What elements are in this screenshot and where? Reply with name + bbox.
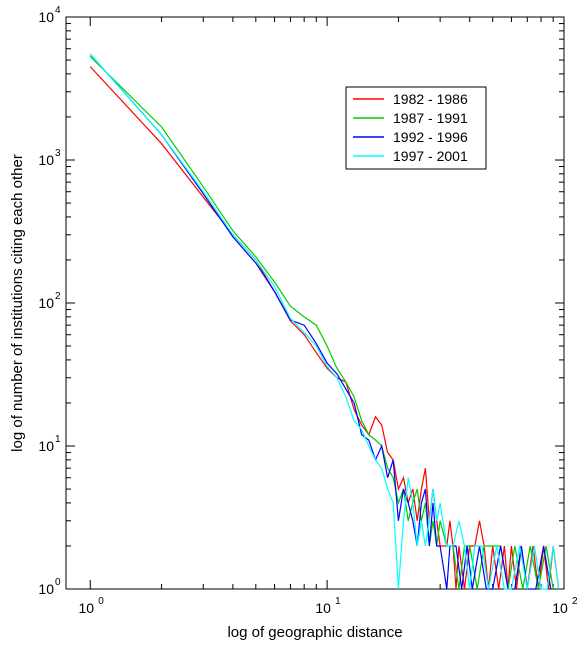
series-layer: [89, 53, 560, 590]
y-tick-label: 10: [38, 152, 54, 168]
x-tick-label: 10: [552, 600, 568, 616]
x-tick-label: 10: [78, 600, 94, 616]
legend-label-4: 1997 - 2001: [393, 148, 468, 164]
x-tick-exponent: 2: [572, 596, 578, 607]
x-tick-exponent: 1: [335, 596, 341, 607]
series-line-1: [89, 66, 560, 590]
y-tick-exponent: 1: [55, 434, 61, 445]
legend-label-2: 1987 - 1991: [393, 110, 468, 126]
y-tick-exponent: 4: [55, 5, 61, 16]
x-tick-label: 10: [315, 600, 331, 616]
y-tick-label: 10: [38, 581, 54, 597]
y-tick-label: 10: [38, 295, 54, 311]
series-line-4: [89, 53, 560, 590]
legend-label-1: 1982 - 1986: [393, 91, 468, 107]
x-tick-exponent: 0: [98, 596, 104, 607]
y-tick-label: 10: [38, 9, 54, 25]
legend-label-3: 1992 - 1996: [393, 129, 468, 145]
y-tick-label: 10: [38, 438, 54, 454]
legend: 1982 - 1986 1987 - 1991 1992 - 1996 1997 - …: [345, 86, 487, 170]
y-tick-exponent: 2: [55, 291, 61, 302]
plot-frame: [65, 16, 565, 590]
y-tick-exponent: 0: [55, 577, 61, 588]
y-tick-exponent: 3: [55, 148, 61, 159]
axis-ticks: 10 0 10 1 10 210 010 110 210 310 4: [38, 5, 578, 616]
x-axis-label: log of geographic distance: [227, 624, 402, 641]
y-axis-label: log of number of institutions citing eac…: [9, 154, 26, 452]
